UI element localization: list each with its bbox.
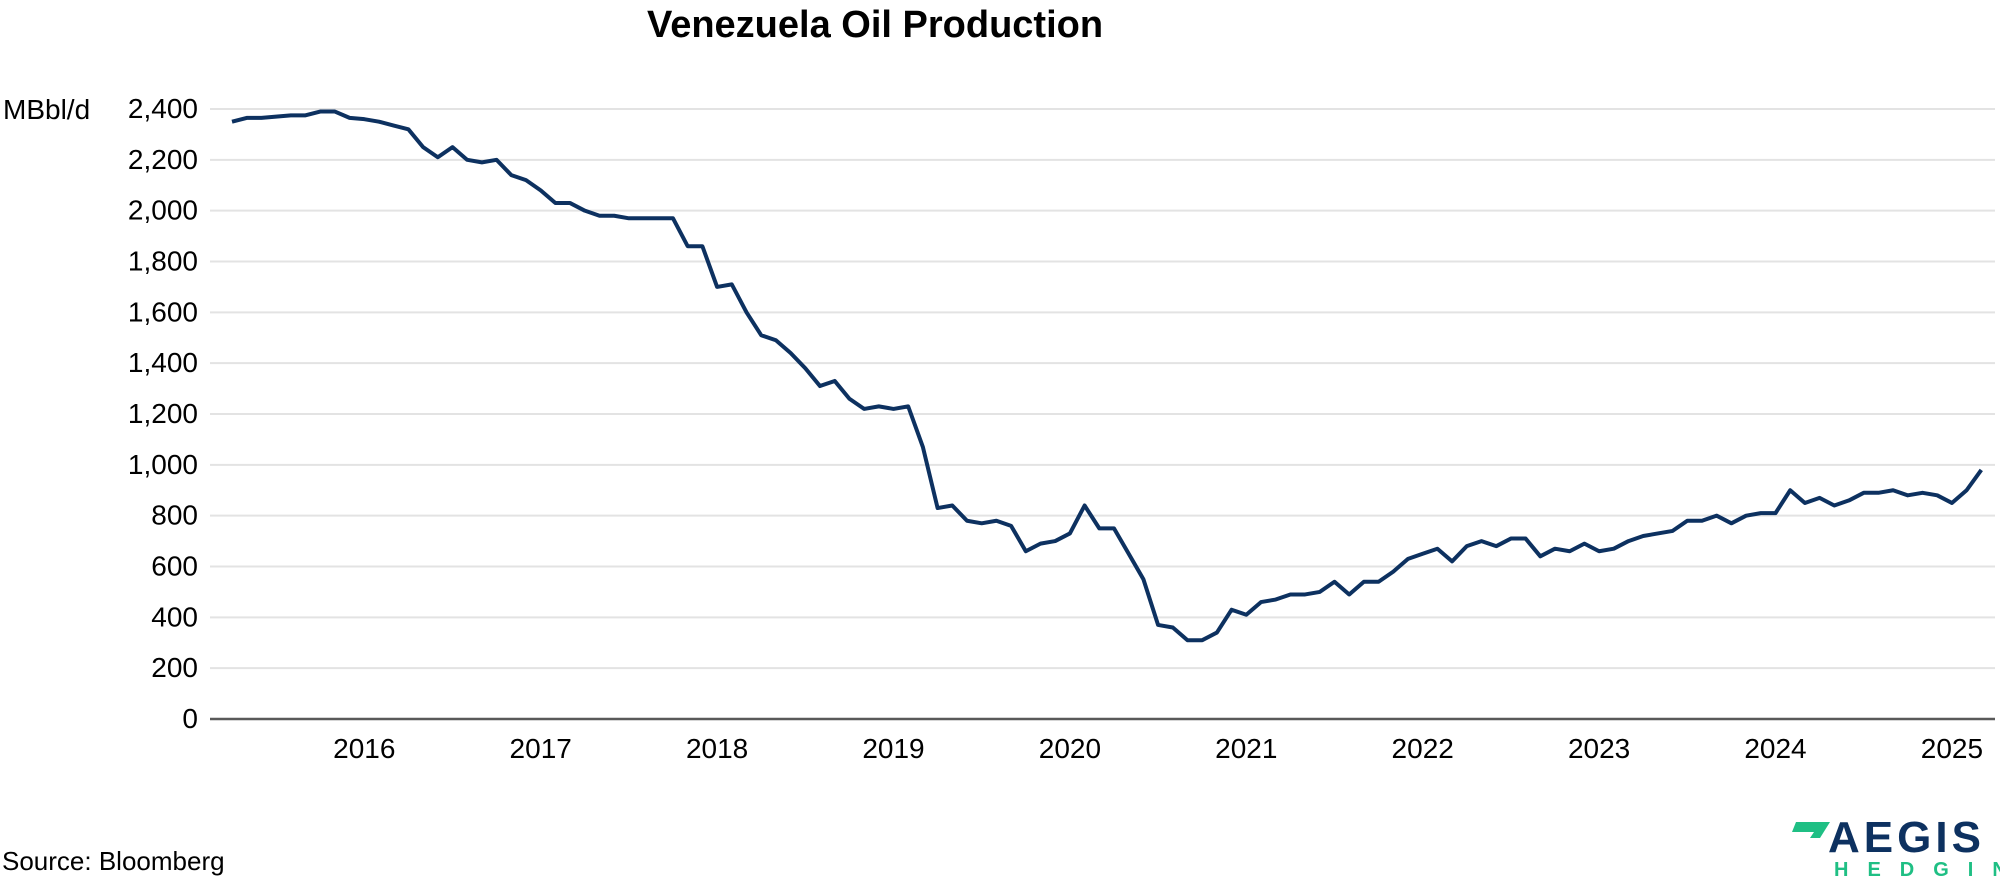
x-tick-label: 2021	[1215, 733, 1277, 764]
y-tick-label: 2,200	[128, 144, 198, 175]
y-tick-labels: 0 200 400 600 800 1,000 1,200 1,400 1,600 1,800 2,…	[128, 93, 198, 734]
line-chart: 0 200 400 600 800 1,000 1,200 1,400 1,600 1,800 2,…	[3, 93, 1995, 764]
x-tick-label: 2024	[1744, 733, 1806, 764]
series	[231, 109, 1983, 643]
y-axis-label: MBbl/d	[3, 94, 90, 125]
x-tick-label: 2018	[686, 733, 748, 764]
y-tick-label: 200	[151, 652, 198, 683]
x-tick-label: 2025	[1921, 733, 1983, 764]
y-tick-label: 2,400	[128, 93, 198, 124]
gridlines	[210, 108, 1995, 721]
y-tick-label: 1,000	[128, 449, 198, 480]
chart-title: Venezuela Oil Production	[646, 4, 1104, 46]
x-tick-label: 2019	[862, 733, 924, 764]
y-tick-label: 2,000	[128, 195, 198, 226]
y-tick-label: 1,200	[128, 398, 198, 429]
x-tick-label: 2023	[1568, 733, 1630, 764]
series-line	[231, 109, 1983, 643]
y-tick-label: 400	[151, 601, 198, 632]
svg-text:HEDGING: HEDGING	[1834, 859, 2000, 878]
y-tick-label: 600	[151, 551, 198, 582]
x-tick-label: 2022	[1392, 733, 1454, 764]
x-tick-label: 2016	[333, 733, 395, 764]
aegis-hedging-logo: AEGIS HEDGING	[1792, 813, 2000, 878]
x-tick-label: 2020	[1039, 733, 1101, 764]
x-tick-label: 2017	[510, 733, 572, 764]
source-note: Source: Bloomberg	[2, 846, 225, 876]
logo-mark-icon	[1792, 822, 1830, 838]
y-tick-label: 800	[151, 500, 198, 531]
y-tick-label: 1,600	[128, 296, 198, 327]
svg-text:AEGIS: AEGIS	[1828, 813, 1985, 862]
y-tick-label: 1,800	[128, 246, 198, 277]
y-tick-label: 0	[182, 703, 198, 734]
y-tick-label: 1,400	[128, 347, 198, 378]
x-tick-labels: 2016 2017 2018 2019 2020 2021 2022 2023 2024 2025	[333, 733, 1983, 764]
